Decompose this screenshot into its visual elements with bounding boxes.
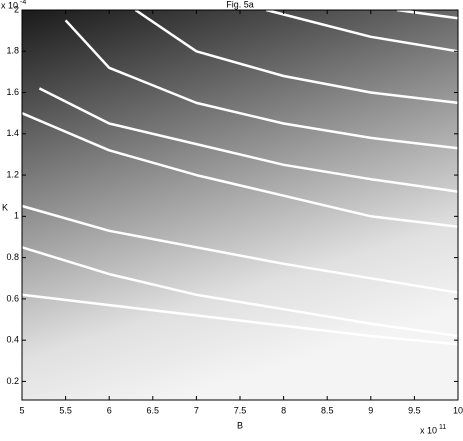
contour-line [21,204,459,294]
x-tick-label: 8.5 [321,405,334,415]
contour-line [134,8,459,105]
chart-title: Fig. 5a [226,0,254,9]
x-tick-label: 5.5 [59,405,72,415]
y-tick-label: 1.6 [6,87,19,97]
x-tick-label: 9.5 [408,405,421,415]
y-multiplier-exponent: -4 [20,0,26,6]
y-axis-label: K [2,202,8,212]
y-multiplier: x 10 [1,0,18,10]
contour-line [21,112,459,228]
y-tick-label: 0.6 [6,293,19,303]
x-tick-label: 5 [19,405,24,415]
contour-line [265,8,459,53]
contour-line [64,19,459,150]
x-multiplier: x 10 [420,425,437,435]
contour-line [21,246,459,338]
y-tick-label: 1.4 [6,128,19,138]
x-tick-label: 7.5 [234,405,247,415]
x-axis-label: B [237,420,243,430]
contour-line [396,8,459,20]
x-tick-label: 8 [281,405,286,415]
x-tick-label: 9 [368,405,373,415]
contour-line [21,293,459,346]
y-tick-label: 0.8 [6,252,19,262]
y-tick-label: 1.2 [6,169,19,179]
x-tick-label: 10 [453,405,463,415]
y-tick-label: 0.2 [6,376,19,386]
x-tick-label: 7 [194,405,199,415]
x-tick-label: 6.5 [147,405,160,415]
y-tick-label: 1.8 [6,46,19,56]
x-tick-label: 6 [107,405,112,415]
field [22,10,458,400]
y-tick-label: 0.4 [6,335,19,345]
x-multiplier-exponent: 11 [439,424,446,431]
contour-line [38,87,459,193]
y-tick-label: 1 [14,211,19,221]
y-tick-label: 2 [14,4,19,14]
